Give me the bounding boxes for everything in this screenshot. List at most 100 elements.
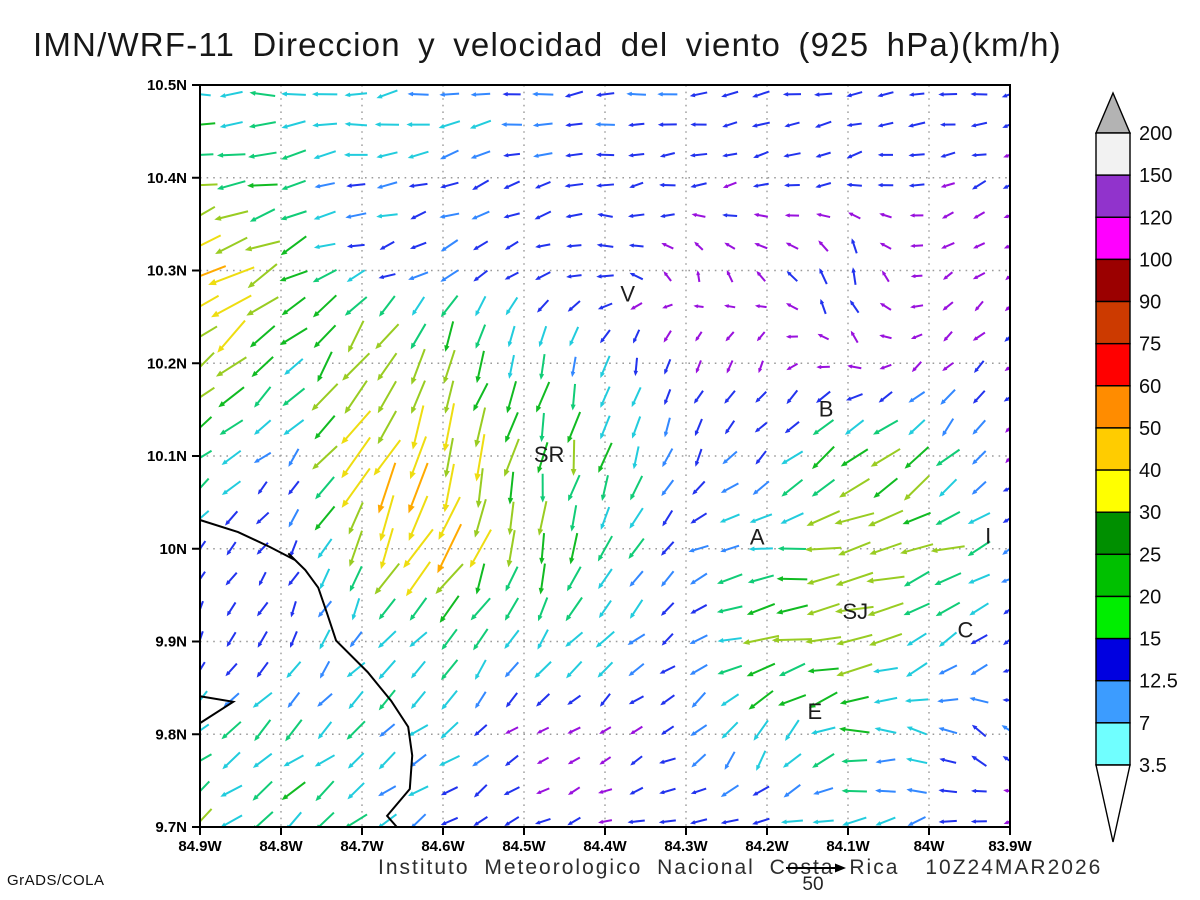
wind-arrow <box>376 151 398 159</box>
wind-arrow <box>847 364 862 370</box>
wind-arrow <box>629 272 644 281</box>
wind-arrow <box>942 301 954 311</box>
wind-arrow <box>473 240 489 251</box>
wind-arrow <box>661 242 674 250</box>
wind-arrow <box>314 505 336 531</box>
wind-arrow <box>1002 547 1010 555</box>
wind-arrow <box>346 661 366 678</box>
wind-arrow <box>941 242 955 249</box>
wind-arrow <box>200 351 215 369</box>
wind-arrow <box>1003 244 1010 249</box>
wind-arrow <box>313 150 337 160</box>
wind-arrow <box>200 600 204 615</box>
wind-arrow <box>283 419 305 436</box>
wind-arrow <box>475 691 487 709</box>
wind-arrow <box>288 448 300 467</box>
wind-arrow <box>752 785 770 796</box>
wind-arrow <box>835 571 874 586</box>
wind-arrow <box>869 542 902 555</box>
wind-arrow <box>974 360 985 374</box>
wind-arrow <box>811 478 836 497</box>
wind-arrow <box>256 601 269 617</box>
x-tick-label: 84.1W <box>826 838 870 855</box>
wind-arrow <box>690 724 708 737</box>
wind-arrow <box>440 239 459 252</box>
wind-arrow <box>629 507 644 529</box>
wind-arrow <box>628 695 645 705</box>
wind-arrow <box>935 601 961 617</box>
wind-arrow <box>246 296 279 316</box>
wind-arrow <box>406 561 431 597</box>
wind-arrow <box>971 480 987 495</box>
colorbar-label: 90 <box>1139 292 1161 314</box>
wind-arrow <box>629 181 644 188</box>
wind-arrow <box>221 721 242 740</box>
wind-arrow <box>689 634 708 645</box>
wind-arrow <box>627 213 645 218</box>
wind-arrow <box>663 330 672 343</box>
wind-arrow <box>756 750 767 771</box>
wind-arrow <box>812 819 834 825</box>
wind-arrow <box>254 386 272 408</box>
wind-arrow <box>257 631 268 648</box>
wind-arrow <box>200 265 227 278</box>
wind-arrow <box>341 467 371 508</box>
wind-arrow <box>868 633 903 646</box>
wind-arrow <box>504 240 519 250</box>
wind-arrow <box>377 630 397 649</box>
wind-arrow <box>1004 365 1010 372</box>
wind-arrow <box>875 758 896 764</box>
wind-arrow <box>214 210 249 221</box>
wind-arrow <box>317 721 333 740</box>
wind-arrow <box>443 349 456 384</box>
wind-arrow <box>873 696 898 704</box>
wind-arrow <box>348 502 364 535</box>
wind-arrow <box>783 784 801 798</box>
wind-arrow <box>805 636 842 645</box>
wind-arrow <box>806 510 841 526</box>
wind-arrow <box>973 211 986 219</box>
wind-arrow <box>408 182 428 188</box>
y-tick-label: 10.3N <box>147 263 187 280</box>
wind-arrow <box>284 358 304 376</box>
wind-arrow <box>220 814 243 827</box>
wind-arrow <box>247 182 278 189</box>
wind-arrow <box>598 599 612 619</box>
wind-arrow <box>409 597 428 621</box>
wind-arrow <box>724 304 736 309</box>
wind-arrow <box>317 351 333 383</box>
wind-arrow <box>249 90 276 97</box>
wind-arrow <box>934 572 962 585</box>
wind-arrow <box>600 415 611 440</box>
wind-arrow <box>786 270 798 282</box>
wind-arrow <box>504 816 520 826</box>
wind-arrow <box>410 690 427 709</box>
wind-arrow <box>341 436 371 479</box>
wind-arrow <box>720 818 739 825</box>
wind-arrow <box>252 752 273 768</box>
wind-arrow <box>319 629 331 650</box>
wind-arrow <box>475 295 487 317</box>
wind-arrow <box>720 693 740 707</box>
wind-arrow <box>659 787 676 795</box>
wind-vectors <box>200 89 1010 827</box>
wind-arrow <box>785 334 798 339</box>
wind-arrow <box>217 319 246 353</box>
colorbar-over-arrow <box>1094 91 1132 134</box>
colorbar-label: 120 <box>1139 207 1172 229</box>
colorbar: 200 150 120 100 90 75 60 50 40 30 25 20 15 12.5 7 3.5 <box>1094 91 1178 843</box>
wind-arrow <box>535 243 551 249</box>
x-tick-label: 84.7W <box>340 838 384 855</box>
wind-arrow <box>661 633 674 646</box>
wind-arrow <box>536 381 551 413</box>
wind-arrow <box>411 348 426 385</box>
wind-arrow <box>657 91 678 97</box>
wind-arrow <box>910 243 924 248</box>
footer: Instituto Meteorologico Nacional Costa R… <box>378 856 1102 880</box>
station-label: I <box>985 524 991 549</box>
wind-arrow <box>971 179 987 190</box>
wind-arrow <box>538 563 546 595</box>
wind-arrow <box>444 380 455 414</box>
wind-arrow <box>1003 788 1010 793</box>
wind-arrow <box>312 294 338 318</box>
